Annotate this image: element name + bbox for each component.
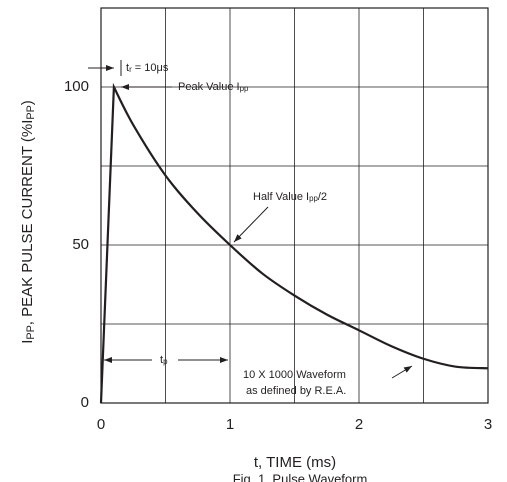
y-tick-label: 0 xyxy=(81,394,89,411)
text-part: t xyxy=(126,62,129,74)
text-part: t xyxy=(160,354,163,366)
text-part: Peak Value I xyxy=(178,81,240,93)
x-tick-label: 2 xyxy=(355,416,363,433)
text-part: = 10μs xyxy=(132,62,169,74)
y-axis-label: IPP, PEAK PULSE CURRENT (%IPP) xyxy=(19,100,37,344)
grid xyxy=(100,7,489,404)
subscript: PP xyxy=(25,105,37,119)
annotation: as defined by R.E.A. xyxy=(246,385,346,397)
subscript: pp xyxy=(240,84,249,93)
subscript: pp xyxy=(309,194,318,203)
annotation-arrows xyxy=(88,60,413,379)
text-part: /2 xyxy=(318,191,327,203)
subscript: r xyxy=(129,65,132,74)
annotation: Half Value Ipp/2 xyxy=(253,191,327,204)
y-tick-label: 50 xyxy=(72,236,89,253)
text-part: ) xyxy=(19,100,36,105)
arrow xyxy=(391,365,413,379)
caption: Fig. 1. Pulse Waveform xyxy=(233,471,368,482)
text-part: , PEAK PULSE CURRENT (%I xyxy=(19,120,36,326)
x-tick-label: 1 xyxy=(226,416,234,433)
annotation: 10 X 1000 Waveform xyxy=(243,369,346,381)
annotation: tp xyxy=(160,354,168,367)
x-tick-label: 3 xyxy=(484,416,492,433)
text-part: as defined by R.E.A. xyxy=(246,385,346,397)
text-part: Half Value I xyxy=(253,191,309,203)
x-tick-label: 0 xyxy=(97,416,105,433)
y-tick-label: 100 xyxy=(64,78,89,95)
annotation: tr = 10μs xyxy=(126,62,169,75)
subscript: p xyxy=(163,357,168,366)
x-axis-label: t, TIME (ms) xyxy=(254,454,336,471)
arrow xyxy=(233,206,269,243)
text-part: I xyxy=(19,340,36,344)
annotation: Peak Value Ipp xyxy=(178,81,249,94)
text-part: 10 X 1000 Waveform xyxy=(243,369,346,381)
subscript: PP xyxy=(25,325,37,339)
waveform-line xyxy=(99,82,489,404)
